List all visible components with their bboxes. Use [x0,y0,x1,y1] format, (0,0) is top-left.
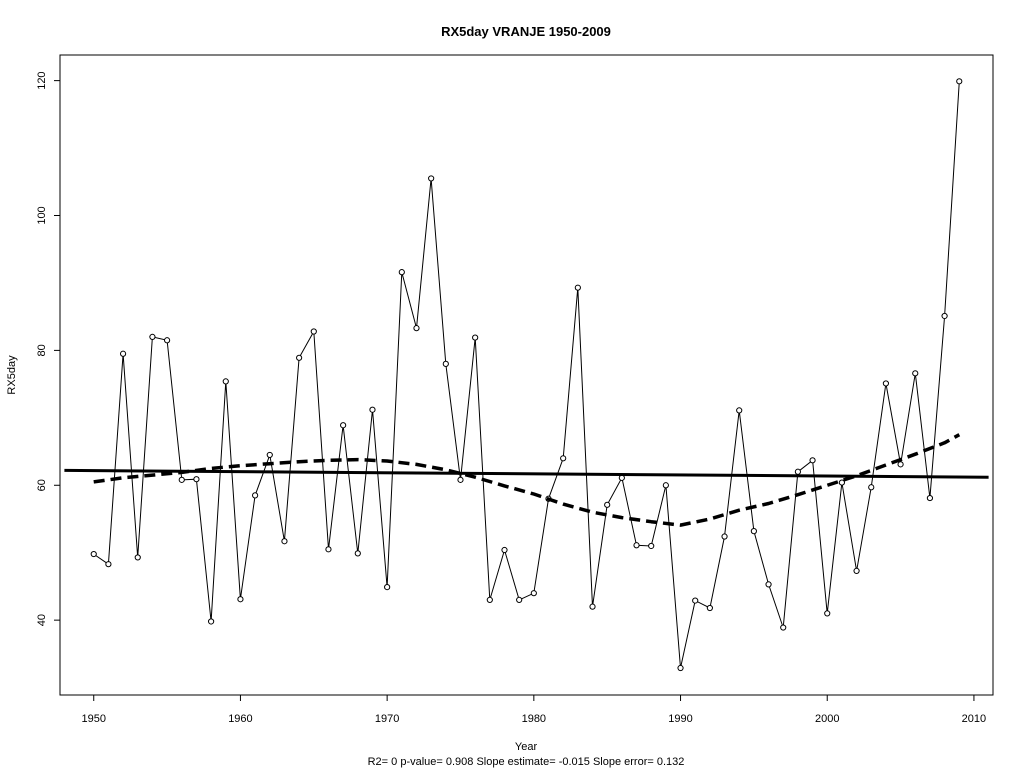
observed-point [868,484,875,491]
observed-point [501,546,508,554]
observed-point [648,542,655,550]
observed-point [853,567,860,575]
chart-title: RX5day VRANJE 1950-2009 [441,24,611,39]
observed-point [618,474,625,481]
observed-point [310,328,317,335]
observed-point [882,380,890,387]
observed-point [780,624,787,631]
y-tick-label: 120 [36,71,48,89]
observed-point [633,542,640,549]
observed-point [677,664,684,672]
observed-point [516,596,523,604]
observed-point [736,407,743,414]
observed-point [442,360,449,367]
y-tick-label: 60 [36,479,48,491]
observed-point [134,554,141,561]
observed-point [398,269,405,276]
observed-point [926,494,934,502]
observed-point [207,618,215,625]
observed-point [325,546,332,553]
observed-point [354,550,361,557]
observed-point [428,175,435,182]
observed-point [662,482,669,489]
observed-point [486,596,493,604]
loess-smooth-line [93,433,961,527]
x-tick-label: 1980 [522,713,546,725]
observed-point [824,610,831,617]
observed-point [838,479,846,486]
observed-point [897,461,904,468]
observed-point [794,468,801,475]
statistics-footer: R2= 0 p-value= 0.908 Slope estimate= -0.… [368,756,685,768]
y-tick-label: 100 [36,206,48,224]
observed-point [912,370,919,377]
observed-point [956,78,963,85]
observed-point [193,476,200,483]
y-tick-label: 40 [36,614,48,626]
observed-point [413,325,420,332]
observed-point [765,581,772,588]
observed-point [369,406,376,413]
observed-point [692,597,699,604]
observed-point [340,422,347,429]
observed-point [457,476,464,483]
observed-point [178,476,185,483]
x-tick-label: 1990 [668,713,692,725]
observed-point [706,604,713,612]
plot-frame [59,54,994,696]
observed-point [281,538,288,545]
observed-point [296,354,303,361]
observed-point [560,455,567,462]
observed-point [589,603,596,610]
x-axis-label: Year [515,741,538,753]
observed-point [222,378,229,385]
observed-point [119,350,127,357]
observed-point [574,284,581,291]
observed-point [472,334,479,341]
series-layer [64,78,989,672]
observed-point [750,528,757,535]
observed-point [941,312,948,320]
observed-point [90,550,97,558]
observed-point [809,457,816,464]
observed-point [237,596,244,603]
y-axis: 40 60 80 100 120 [36,71,60,626]
observed-point [105,561,112,568]
x-tick-label: 1960 [228,713,252,725]
x-axis: 1950 1960 1970 1980 1990 2000 2010 [81,695,986,725]
observed-point [163,337,171,344]
x-tick-label: 2010 [962,713,986,725]
x-tick-label: 1970 [375,713,399,725]
observed-point [604,501,611,508]
observed-point [384,583,391,591]
observed-point [721,533,728,540]
observed-series-line [93,81,960,669]
x-tick-label: 1950 [81,713,105,725]
y-axis-label: RX5day [6,355,18,395]
linear-trend-line [64,468,989,479]
observed-point [149,333,156,340]
observed-point [266,451,273,459]
y-tick-label: 80 [36,344,48,356]
observed-point [530,590,537,597]
x-tick-label: 2000 [815,713,839,725]
observed-point [252,492,259,499]
